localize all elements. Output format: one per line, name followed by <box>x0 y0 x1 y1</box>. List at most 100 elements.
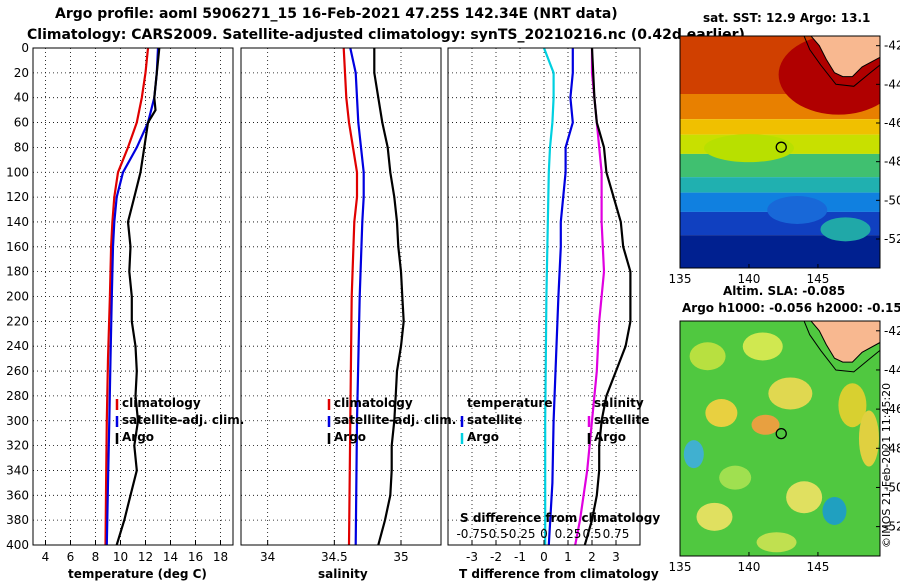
panel-frame <box>32 47 234 546</box>
sla-anomaly-blob <box>786 481 823 514</box>
t-difference-axis-label: T difference from climatology <box>459 567 659 581</box>
map-lat-label: -46 <box>884 116 900 130</box>
sla-anomaly-blob <box>858 410 879 467</box>
sla-map-frame <box>679 320 881 557</box>
x-tick-label: -1 <box>514 550 526 564</box>
tasmania-land-icon <box>810 36 880 78</box>
x-tick-label: 10 <box>113 550 128 564</box>
legend-climatology-temp: climatology <box>122 396 201 410</box>
panel-frame <box>447 47 641 546</box>
s-difference-label: S difference from climatology <box>460 511 661 525</box>
depth-tick-label: 300 <box>6 414 29 428</box>
depth-tick-label: 0 <box>21 41 29 55</box>
depth-tick-label: 200 <box>6 290 29 304</box>
s-diff-tick-label: -0.75 <box>456 527 487 541</box>
s-diff-tick-label: 0.25 <box>555 527 582 541</box>
s-diff-tick-label: -0.25 <box>504 527 535 541</box>
depth-tick-label: 220 <box>6 314 29 328</box>
series-line-climatology <box>342 48 359 545</box>
legend-sal-argo: Argo <box>594 430 627 444</box>
depth-tick-label: 360 <box>6 488 29 502</box>
sst-map-frame <box>679 35 881 269</box>
sla-anomaly-blob <box>696 502 733 531</box>
sla-anomaly-blob <box>705 399 738 428</box>
series-line-climatology <box>104 48 150 545</box>
s-diff-tick-label: 0.5 <box>582 527 601 541</box>
series-line-salinity-argo <box>583 48 632 545</box>
chart-title-line1: Argo profile: aoml 5906271_15 16-Feb-202… <box>55 6 618 22</box>
x-tick-label: 2 <box>588 550 596 564</box>
depth-tick-label: 380 <box>6 513 29 527</box>
map-lat-label: -42 <box>884 39 900 53</box>
series-line-argo <box>115 48 161 545</box>
map-lat-label: -48 <box>884 155 900 169</box>
x-tick-label: 3 <box>612 550 620 564</box>
sla-anomaly-blob <box>838 383 867 428</box>
map-lat-label: -50 <box>884 193 900 207</box>
sla-anomaly-blob <box>719 465 752 490</box>
x-tick-label: 34 <box>260 550 275 564</box>
legend-temp-argo: Argo <box>467 430 500 444</box>
map-lat-label: -50 <box>884 480 900 494</box>
x-tick-label: -2 <box>490 550 502 564</box>
depth-tick-label: 260 <box>6 364 29 378</box>
legend-salinity-heading: salinity <box>594 396 644 410</box>
salinity-axis-label: salinity <box>318 567 368 581</box>
legend-argo-temp: Argo <box>122 430 155 444</box>
series-line-satellite-adj-clim- <box>105 48 160 545</box>
sst-band <box>680 177 880 193</box>
map-lon-label: 140 <box>738 560 761 574</box>
shelf-contour <box>803 321 880 373</box>
depth-tick-label: 180 <box>6 265 29 279</box>
temperature-axis-label: temperature (deg C) <box>68 567 207 581</box>
legend-sal-satellite: satellite <box>594 413 650 427</box>
map-lat-label: -46 <box>884 402 900 416</box>
x-tick-label: -3 <box>466 550 478 564</box>
map-lon-label: 140 <box>738 272 761 286</box>
s-diff-tick-label: 0.75 <box>603 527 630 541</box>
map-lat-label: -42 <box>884 324 900 338</box>
s-diff-tick-label: -0.5 <box>484 527 507 541</box>
series-line-satellite-adj-clim- <box>349 48 365 545</box>
sla-anomaly-blob <box>768 377 813 410</box>
depth-tick-label: 160 <box>6 240 29 254</box>
sla-anomaly-blob <box>742 332 783 361</box>
shelf-contour <box>803 36 880 87</box>
argo-position-marker-icon <box>775 141 787 153</box>
x-tick-label: 16 <box>188 550 203 564</box>
sst-eddy <box>767 196 828 224</box>
series-line-argo <box>373 48 405 545</box>
sst-eddy-2 <box>820 217 871 242</box>
map-lon-label: 135 <box>669 272 692 286</box>
argo-position-marker-icon <box>775 427 787 440</box>
map-lat-label: -52 <box>884 520 900 534</box>
depth-tick-label: 400 <box>6 538 29 552</box>
credit-text: ©IMOS 21-Feb-2021 11:45:20 <box>880 382 893 548</box>
legend-satellite-temp: satellite-adj. clim. <box>122 413 245 427</box>
sst-map-title: sat. SST: 12.9 Argo: 13.1 <box>703 11 871 25</box>
sst-map-field <box>680 36 880 268</box>
depth-tick-label: 100 <box>6 165 29 179</box>
sla-map-title-line1: Altim. SLA: -0.085 <box>723 284 846 298</box>
sla-anomaly-blob <box>689 342 726 371</box>
sla-anomaly-blob <box>822 496 847 525</box>
s-diff-tick-label: 0 <box>540 527 548 541</box>
depth-tick-label: 280 <box>6 389 29 403</box>
legend-satellite-sal: satellite-adj. clim. <box>334 413 457 427</box>
legend-temperature-heading: temperature <box>467 396 553 410</box>
x-tick-label: 12 <box>138 550 153 564</box>
depth-tick-label: 120 <box>6 190 29 204</box>
map-lon-label: 145 <box>806 560 829 574</box>
sst-front-patch <box>703 134 794 163</box>
map-lat-label: -52 <box>884 232 900 246</box>
panel-frame <box>240 47 442 546</box>
depth-tick-label: 240 <box>6 339 29 353</box>
depth-tick-label: 320 <box>6 439 29 453</box>
depth-tick-label: 40 <box>14 91 29 105</box>
x-tick-label: 8 <box>92 550 100 564</box>
legend-temp-satellite: satellite <box>467 413 523 427</box>
tasmania-land-icon <box>810 321 880 363</box>
x-tick-label: 0 <box>540 550 548 564</box>
map-lat-label: -44 <box>884 363 900 377</box>
